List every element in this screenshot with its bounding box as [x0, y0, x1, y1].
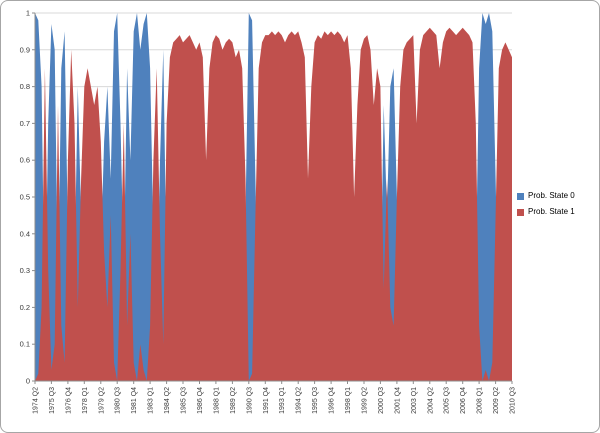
x-tick-label: 1979 Q2: [98, 387, 105, 414]
x-tick-label: 1976 Q4: [65, 387, 72, 414]
legend-item-state0: Prob. State 0: [517, 192, 575, 200]
legend: Prob. State 0 Prob. State 1: [517, 192, 575, 216]
y-tick-label: 0.9: [20, 45, 30, 54]
y-tick-label: 0.1: [20, 340, 30, 349]
legend-item-state1: Prob. State 1: [517, 208, 575, 216]
legend-swatch-state1-icon: [517, 208, 524, 216]
x-tick-label: 1988 Q1: [213, 387, 220, 414]
x-tick-label: 1984 Q2: [164, 387, 171, 414]
x-tick-label: 2006 Q4: [460, 387, 467, 414]
x-tick-label: 1986 Q4: [197, 387, 204, 414]
y-tick-label: 0.2: [20, 303, 30, 312]
legend-swatch-state0-icon: [517, 192, 524, 200]
x-tick-label: 2008 Q1: [477, 387, 484, 414]
y-tick-label: 0.8: [20, 82, 30, 91]
x-tick-label: 1991 Q4: [263, 387, 270, 414]
x-tick-label: 2009 Q2: [493, 387, 500, 414]
x-tick-label: 1989 Q2: [230, 387, 237, 414]
x-tick-label: 1974 Q2: [33, 387, 40, 414]
x-tick-label: 1996 Q4: [329, 387, 336, 414]
x-tick-label: 1999 Q2: [362, 387, 369, 414]
x-tick-label: 2001 Q4: [394, 387, 401, 414]
x-tick-label: 2000 Q3: [378, 387, 385, 414]
x-tick-label: 1990 Q3: [246, 387, 253, 414]
x-tick-label: 1980 Q3: [115, 387, 122, 414]
legend-label-state1: Prob. State 1: [528, 207, 575, 216]
y-tick-label: 1: [26, 9, 30, 18]
y-tick-label: 0.6: [20, 156, 30, 165]
x-tick-label: 1975 Q3: [49, 387, 56, 414]
y-tick-label: 0: [26, 377, 30, 386]
x-tick-label: 1993 Q1: [279, 387, 286, 414]
area-prob-state-1: [35, 27, 512, 381]
y-tick-label: 0.7: [20, 119, 30, 128]
x-tick-label: 1998 Q1: [345, 387, 352, 414]
x-tick-label: 1981 Q4: [131, 387, 138, 414]
legend-label-state0: Prob. State 0: [528, 191, 575, 200]
y-tick-label: 0.4: [20, 229, 30, 238]
y-tick-label: 0.3: [20, 266, 30, 275]
x-tick-label: 2010 Q3: [510, 387, 517, 414]
x-tick-label: 1985 Q3: [181, 387, 188, 414]
x-tick-label: 1994 Q2: [296, 387, 303, 414]
x-tick-label: 1995 Q3: [312, 387, 319, 414]
x-tick-label: 2004 Q2: [427, 387, 434, 414]
x-tick-label: 2005 Q3: [444, 387, 451, 414]
x-tick-label: 1978 Q1: [82, 387, 89, 414]
x-tick-label: 1983 Q1: [148, 387, 155, 414]
y-tick-label: 0.5: [20, 193, 30, 202]
x-tick-label: 2003 Q1: [411, 387, 418, 414]
